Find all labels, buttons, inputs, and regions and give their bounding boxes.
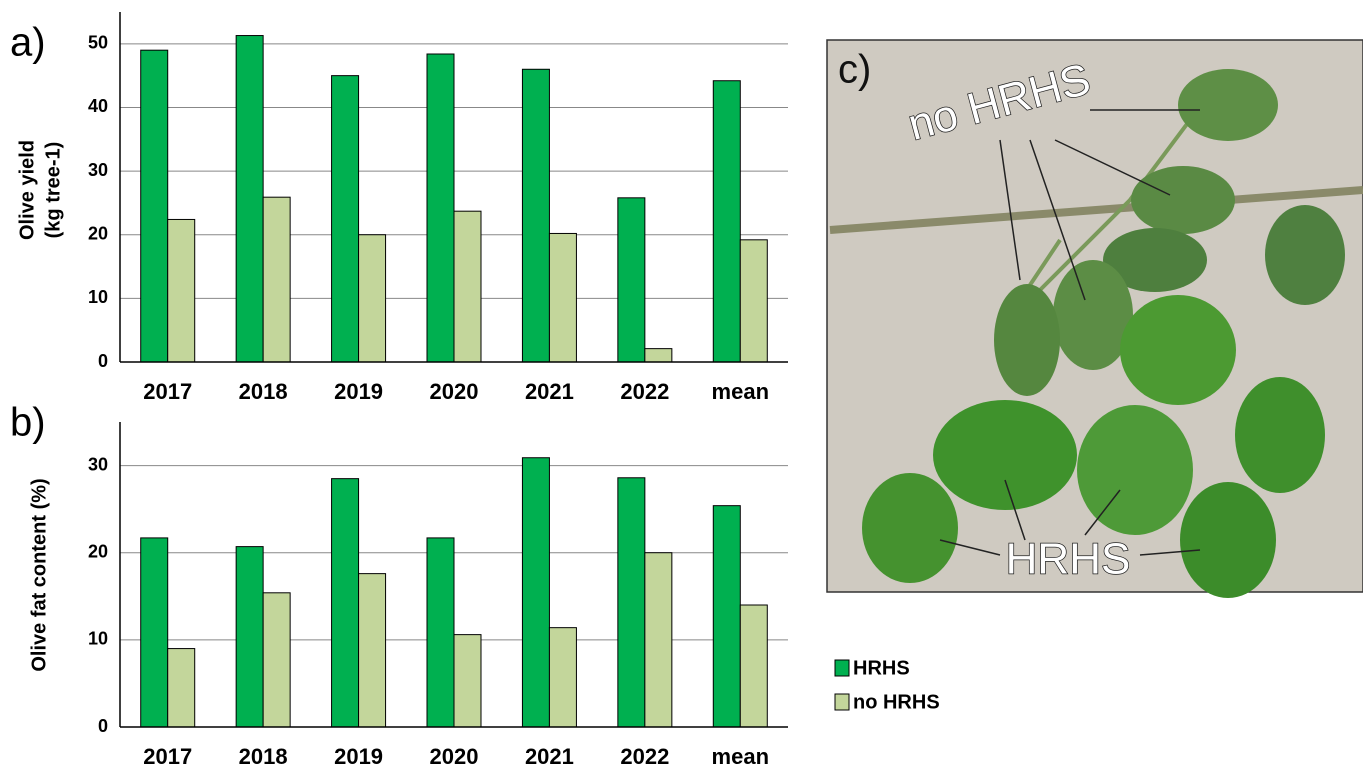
- legend-label: HRHS: [853, 657, 910, 679]
- x-tick-label: 2019: [334, 379, 383, 404]
- bar: [235, 35, 264, 363]
- panel-label: a): [10, 21, 46, 65]
- x-tick-label: 2022: [620, 744, 669, 769]
- olive: [1120, 295, 1236, 405]
- bar: [617, 197, 646, 363]
- bar: [521, 68, 550, 363]
- y-tick-label: 0: [98, 716, 108, 736]
- bar: [167, 648, 196, 728]
- bar: [712, 505, 741, 728]
- x-tick-label: mean: [712, 379, 769, 404]
- y-axis-label: Olive yield: [16, 140, 38, 240]
- x-tick-label: 2020: [430, 744, 479, 769]
- olive: [1077, 405, 1193, 535]
- y-axis-label: Olive fat content (%): [28, 478, 50, 671]
- legend-swatch: [834, 659, 850, 677]
- bar: [453, 634, 482, 728]
- pointer-line: [939, 479, 1201, 556]
- y-tick-label: 40: [88, 96, 108, 116]
- y-tick-label: 10: [88, 629, 108, 649]
- annotation: HRHS: [1006, 535, 1131, 584]
- bar: [739, 604, 768, 728]
- bar: [644, 348, 673, 363]
- bar: [617, 477, 646, 728]
- panel-label: c): [838, 48, 871, 92]
- olive: [1053, 260, 1133, 370]
- olive: [1265, 205, 1345, 305]
- y-tick-label: 50: [88, 33, 108, 53]
- legend-label: no HRHS: [853, 691, 940, 713]
- bar: [140, 537, 169, 728]
- bar: [262, 196, 291, 363]
- twig: [829, 186, 1363, 234]
- x-tick-label: 2021: [525, 744, 574, 769]
- y-tick-label: 0: [98, 351, 108, 371]
- bar: [140, 49, 169, 363]
- olive: [1103, 228, 1207, 292]
- x-tick-label: 2020: [430, 379, 479, 404]
- bar: [167, 218, 196, 363]
- x-tick-label: 2021: [525, 379, 574, 404]
- bar: [262, 592, 291, 728]
- bar: [331, 75, 360, 363]
- olive: [1131, 166, 1235, 234]
- olive: [862, 473, 958, 583]
- bar: [426, 537, 455, 728]
- pointer-line: [999, 109, 1200, 301]
- bar: [358, 234, 387, 363]
- bar: [712, 80, 741, 363]
- legend-swatch: [834, 693, 850, 711]
- y-axis-label: (kg tree-1): [42, 142, 64, 239]
- olive: [933, 400, 1077, 510]
- bar: [235, 546, 264, 728]
- y-tick-label: 30: [88, 160, 108, 180]
- bar: [644, 552, 673, 728]
- olive: [994, 284, 1060, 396]
- bar: [739, 239, 768, 363]
- panel-label: b): [10, 401, 46, 445]
- bar: [548, 627, 577, 728]
- y-tick-label: 20: [88, 223, 108, 243]
- y-tick-label: 30: [88, 454, 108, 474]
- olive: [1180, 482, 1276, 598]
- bar: [521, 457, 550, 728]
- x-tick-label: 2019: [334, 744, 383, 769]
- bar: [358, 573, 387, 728]
- x-tick-label: 2017: [143, 744, 192, 769]
- olive: [1178, 69, 1278, 141]
- x-tick-label: 2017: [143, 379, 192, 404]
- photo: c) no HRHS HRHS: [826, 39, 1363, 598]
- y-tick-label: 20: [88, 541, 108, 561]
- x-tick-label: 2018: [239, 379, 288, 404]
- bar: [548, 232, 577, 363]
- x-tick-label: mean: [712, 744, 769, 769]
- x-tick-label: 2022: [620, 379, 669, 404]
- bar: [453, 210, 482, 363]
- bar: [331, 478, 360, 728]
- olive: [1235, 377, 1325, 493]
- y-tick-label: 10: [88, 287, 108, 307]
- bar: [426, 53, 455, 363]
- x-tick-label: 2018: [239, 744, 288, 769]
